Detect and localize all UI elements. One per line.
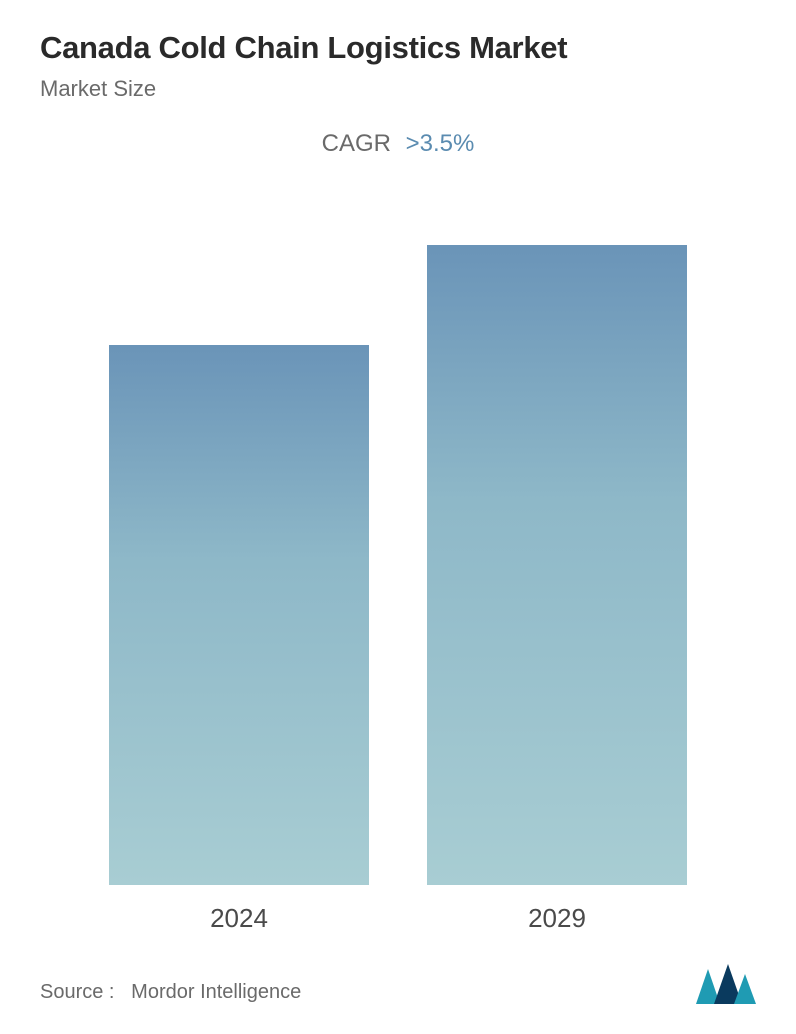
source-text: Source : Mordor Intelligence: [40, 981, 301, 1004]
source-name: Mordor Intelligence: [131, 981, 301, 1003]
bar-1: [427, 245, 687, 885]
bar-label-0: 2024: [210, 903, 268, 934]
bar-0: [109, 345, 369, 885]
cagr-row: CAGR >3.5%: [40, 130, 756, 158]
cagr-label: CAGR: [322, 130, 391, 157]
cagr-value: >3.5%: [406, 130, 475, 157]
footer: Source : Mordor Intelligence: [40, 934, 756, 1014]
chart-title: Canada Cold Chain Logistics Market: [40, 30, 756, 66]
chart-container: Canada Cold Chain Logistics Market Marke…: [0, 0, 796, 1034]
bar-wrapper-0: 2024: [109, 345, 369, 934]
logo-icon: [696, 964, 756, 1004]
bar-wrapper-1: 2029: [427, 245, 687, 934]
chart-subtitle: Market Size: [40, 76, 756, 102]
source-label: Source :: [40, 981, 114, 1003]
chart-area: 2024 2029: [40, 228, 756, 934]
bar-label-1: 2029: [528, 903, 586, 934]
